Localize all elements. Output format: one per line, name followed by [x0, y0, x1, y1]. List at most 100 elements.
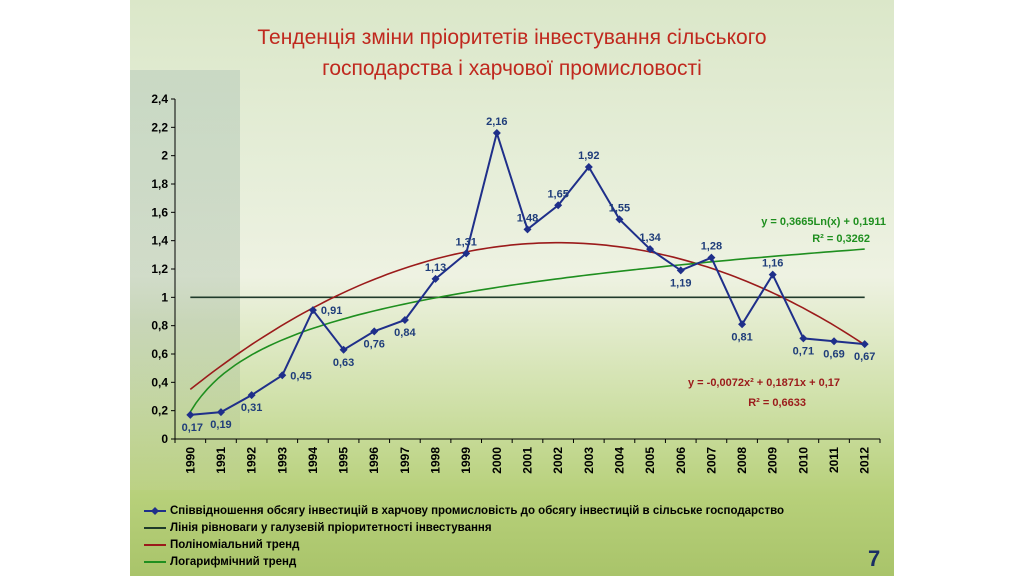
x-tick-label: 1994 — [306, 447, 320, 474]
data-point — [646, 245, 655, 254]
data-point — [339, 345, 348, 354]
legend-label-equilibrium: Лінія рівноваги у галузевій пріоритетнос… — [170, 521, 492, 534]
legend-diamond-line-icon — [144, 506, 166, 515]
legend-label-polynomial: Поліноміальний тренд — [170, 538, 300, 551]
data-point — [431, 274, 440, 283]
decorative-photo-strip — [130, 70, 240, 490]
data-label: 1,48 — [517, 212, 538, 224]
data-point — [615, 215, 624, 224]
x-tick-label: 1995 — [337, 447, 351, 474]
data-label: 1,65 — [547, 188, 568, 200]
x-tick-label: 2001 — [521, 447, 535, 474]
data-label: 0,84 — [394, 327, 416, 339]
y-tick-label: 2,2 — [151, 120, 168, 134]
data-point — [216, 408, 225, 417]
x-tick-label: 1996 — [367, 447, 381, 474]
data-point — [768, 270, 777, 279]
data-label: 0,31 — [241, 402, 262, 414]
data-point — [400, 316, 409, 324]
data-label: 1,92 — [578, 150, 599, 162]
data-point — [492, 129, 501, 137]
chart-legend: Співвідношення обсягу інвестицій в харчо… — [144, 502, 894, 570]
data-point — [830, 337, 839, 346]
x-tick-label: 1999 — [459, 447, 473, 474]
y-tick-label: 0,2 — [151, 404, 168, 418]
legend-item-equilibrium: Лінія рівноваги у галузевій пріоритетнос… — [144, 519, 894, 536]
x-tick-label: 2006 — [674, 447, 688, 474]
y-tick-label: 0,8 — [151, 319, 168, 333]
x-tick-label: 1998 — [429, 447, 443, 474]
data-point — [676, 266, 685, 275]
data-point — [799, 334, 808, 343]
data-point — [278, 371, 287, 380]
log-trend-equation: y = 0,3665Ln(x) + 0,1911 — [761, 216, 886, 228]
log-trend-r2: R² = 0,3262 — [812, 233, 870, 245]
data-labels: 0,17 0,19 0,31 0,45 0,91 0,63 0,76 0,84 1,13 1,31… — [182, 116, 876, 434]
data-label: 1,55 — [609, 202, 630, 214]
x-tick-label: 2009 — [766, 447, 780, 474]
poly-trend-r2: R² = 0,6633 — [748, 397, 806, 409]
data-point — [860, 340, 869, 349]
data-label: 0,19 — [210, 419, 231, 431]
data-label: 1,13 — [425, 262, 446, 274]
data-label: 0,76 — [364, 338, 385, 350]
data-label: 0,91 — [321, 305, 342, 317]
data-point — [247, 391, 256, 400]
data-point — [308, 306, 317, 315]
x-tick-label: 2012 — [858, 447, 872, 474]
y-tick-label: 0,6 — [151, 347, 168, 361]
legend-label-logarithmic: Логарифмічний тренд — [170, 555, 297, 568]
data-point — [462, 249, 471, 258]
x-tick-label: 1991 — [214, 447, 228, 474]
data-label: 0,17 — [182, 422, 203, 434]
y-tick-label: 2 — [161, 149, 168, 163]
legend-item-ratio: Співвідношення обсягу інвестицій в харчо… — [144, 502, 894, 519]
data-point — [584, 163, 593, 171]
x-tick-label: 2004 — [612, 447, 626, 474]
x-tick-label: 2011 — [827, 447, 841, 473]
data-point — [707, 253, 716, 262]
data-label: 1,16 — [762, 258, 783, 270]
poly-trend-equation: y = -0,0072x² + 0,1871x + 0,17 — [688, 377, 840, 389]
slide-title-line-2: господарства і харчової промисловості — [322, 57, 702, 80]
data-label: 0,67 — [854, 351, 875, 363]
legend-line-icon — [144, 526, 166, 529]
y-tick-label: 2,4 — [151, 92, 168, 106]
legend-line-icon — [144, 543, 166, 546]
data-label: 0,71 — [793, 345, 814, 357]
x-tick-label: 1997 — [398, 447, 412, 474]
y-axis-ticks: 0 0,2 0,4 0,6 0,8 1 1,2 1,4 1,6 1,8 2 2,2 2,4 — [151, 92, 175, 446]
x-tick-label: 1993 — [275, 447, 289, 474]
data-label: 1,34 — [639, 232, 661, 244]
x-tick-label: 2005 — [643, 447, 657, 474]
data-label: 0,63 — [333, 357, 354, 369]
x-tick-label: 2010 — [796, 447, 810, 474]
data-label: 2,16 — [486, 116, 507, 128]
slide-title: Тенденція зміни пріоритетів інвестування… — [130, 22, 894, 84]
data-point — [554, 201, 563, 210]
y-tick-label: 1 — [161, 290, 168, 304]
y-tick-label: 0,4 — [151, 375, 168, 389]
data-label: 1,28 — [701, 241, 722, 253]
chart-lines — [189, 129, 866, 416]
data-point — [738, 320, 747, 329]
x-tick-label: 2008 — [735, 447, 749, 474]
polynomial-trend-line — [189, 241, 866, 391]
x-tick-label: 1992 — [245, 447, 259, 474]
legend-item-logarithmic: Логарифмічний тренд — [144, 553, 894, 570]
legend-item-polynomial: Поліноміальний тренд — [144, 536, 894, 553]
data-point — [523, 225, 532, 234]
data-label: 0,69 — [823, 348, 844, 360]
y-tick-label: 0 — [161, 432, 168, 446]
trend-equations: y = 0,3665Ln(x) + 0,1911 R² = 0,3262 y = -… — [688, 216, 886, 409]
y-tick-label: 1,6 — [151, 205, 168, 219]
trend-chart: 00,20,40,60,811,21,41,61,822,22,4 1990 19… — [151, 92, 886, 474]
data-label: 0,45 — [290, 370, 311, 382]
slide: Тенденція зміни пріоритетів інвестування… — [130, 0, 894, 576]
data-label: 1,19 — [670, 277, 691, 289]
slide-title-line-1: Тенденція зміни пріоритетів інвестування… — [257, 26, 767, 49]
chart-markers — [186, 129, 869, 419]
data-label: 0,81 — [731, 331, 752, 343]
data-label: 1,31 — [455, 236, 476, 248]
x-axis-ticks: 1990 1991 1992 1993 1994 1995 1996 1997 1998 1999… — [174, 439, 881, 474]
